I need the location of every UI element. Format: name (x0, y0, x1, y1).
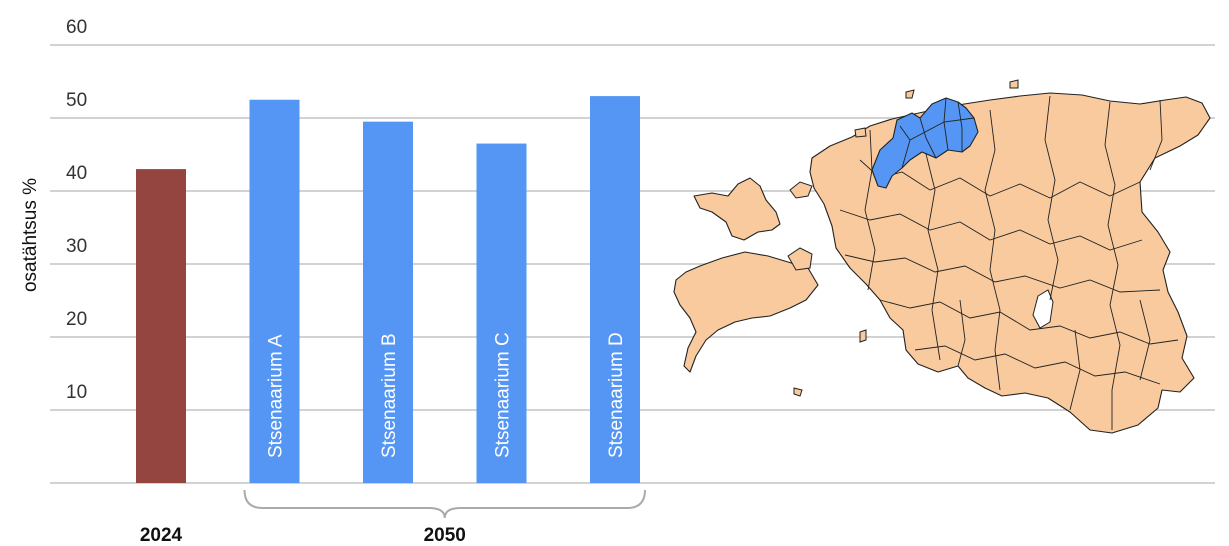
bars: Stsenaarium A Stsenaarium B Stsenaarium C S… (136, 96, 640, 484)
bar-stsenaarium-d (590, 96, 640, 483)
bar-label: Stsenaarium C (493, 332, 514, 458)
y-tick-label: 20 (66, 309, 87, 330)
y-tick-label: 30 (66, 236, 87, 257)
estonia-map (673, 79, 1211, 434)
map-island-hiiumaa (693, 177, 781, 241)
map-islet-3 (905, 89, 915, 99)
y-tick-label: 40 (66, 163, 87, 184)
group-label-2024: 2024 (140, 525, 183, 546)
map-mainland (809, 92, 1211, 434)
bar-stsenaarium-c (476, 143, 527, 484)
bar-2024 (136, 169, 186, 483)
map-island-vormsi (789, 181, 813, 199)
group-labels: 2024 2050 (140, 489, 646, 546)
map-highlighted-region (871, 97, 979, 189)
y-tick-label: 10 (66, 382, 87, 403)
bar-label: Stsenaarium A (266, 334, 287, 458)
bar-label: Stsenaarium B (379, 333, 400, 458)
group-label-2050: 2050 (424, 525, 466, 546)
bar-stsenaarium-a (249, 99, 300, 483)
map-island-muhu (787, 247, 813, 271)
map-island-saaremaa (673, 251, 819, 373)
bar-stsenaarium-b (363, 121, 413, 484)
bar-label: Stsenaarium D (606, 332, 627, 458)
group-brace (243, 489, 646, 519)
map-lake (1032, 289, 1054, 329)
map-islet-2 (859, 329, 867, 343)
map-islet-4 (854, 127, 867, 138)
map-islet-1 (793, 387, 803, 397)
map-highlight-borders (899, 97, 975, 169)
map-islet-5 (1009, 79, 1019, 89)
y-tick-labels: 10 20 30 40 50 60 (66, 17, 87, 403)
y-axis-label: osatähtsus % (20, 178, 41, 292)
y-tick-label: 60 (66, 17, 87, 38)
y-tick-label: 50 (66, 90, 87, 111)
